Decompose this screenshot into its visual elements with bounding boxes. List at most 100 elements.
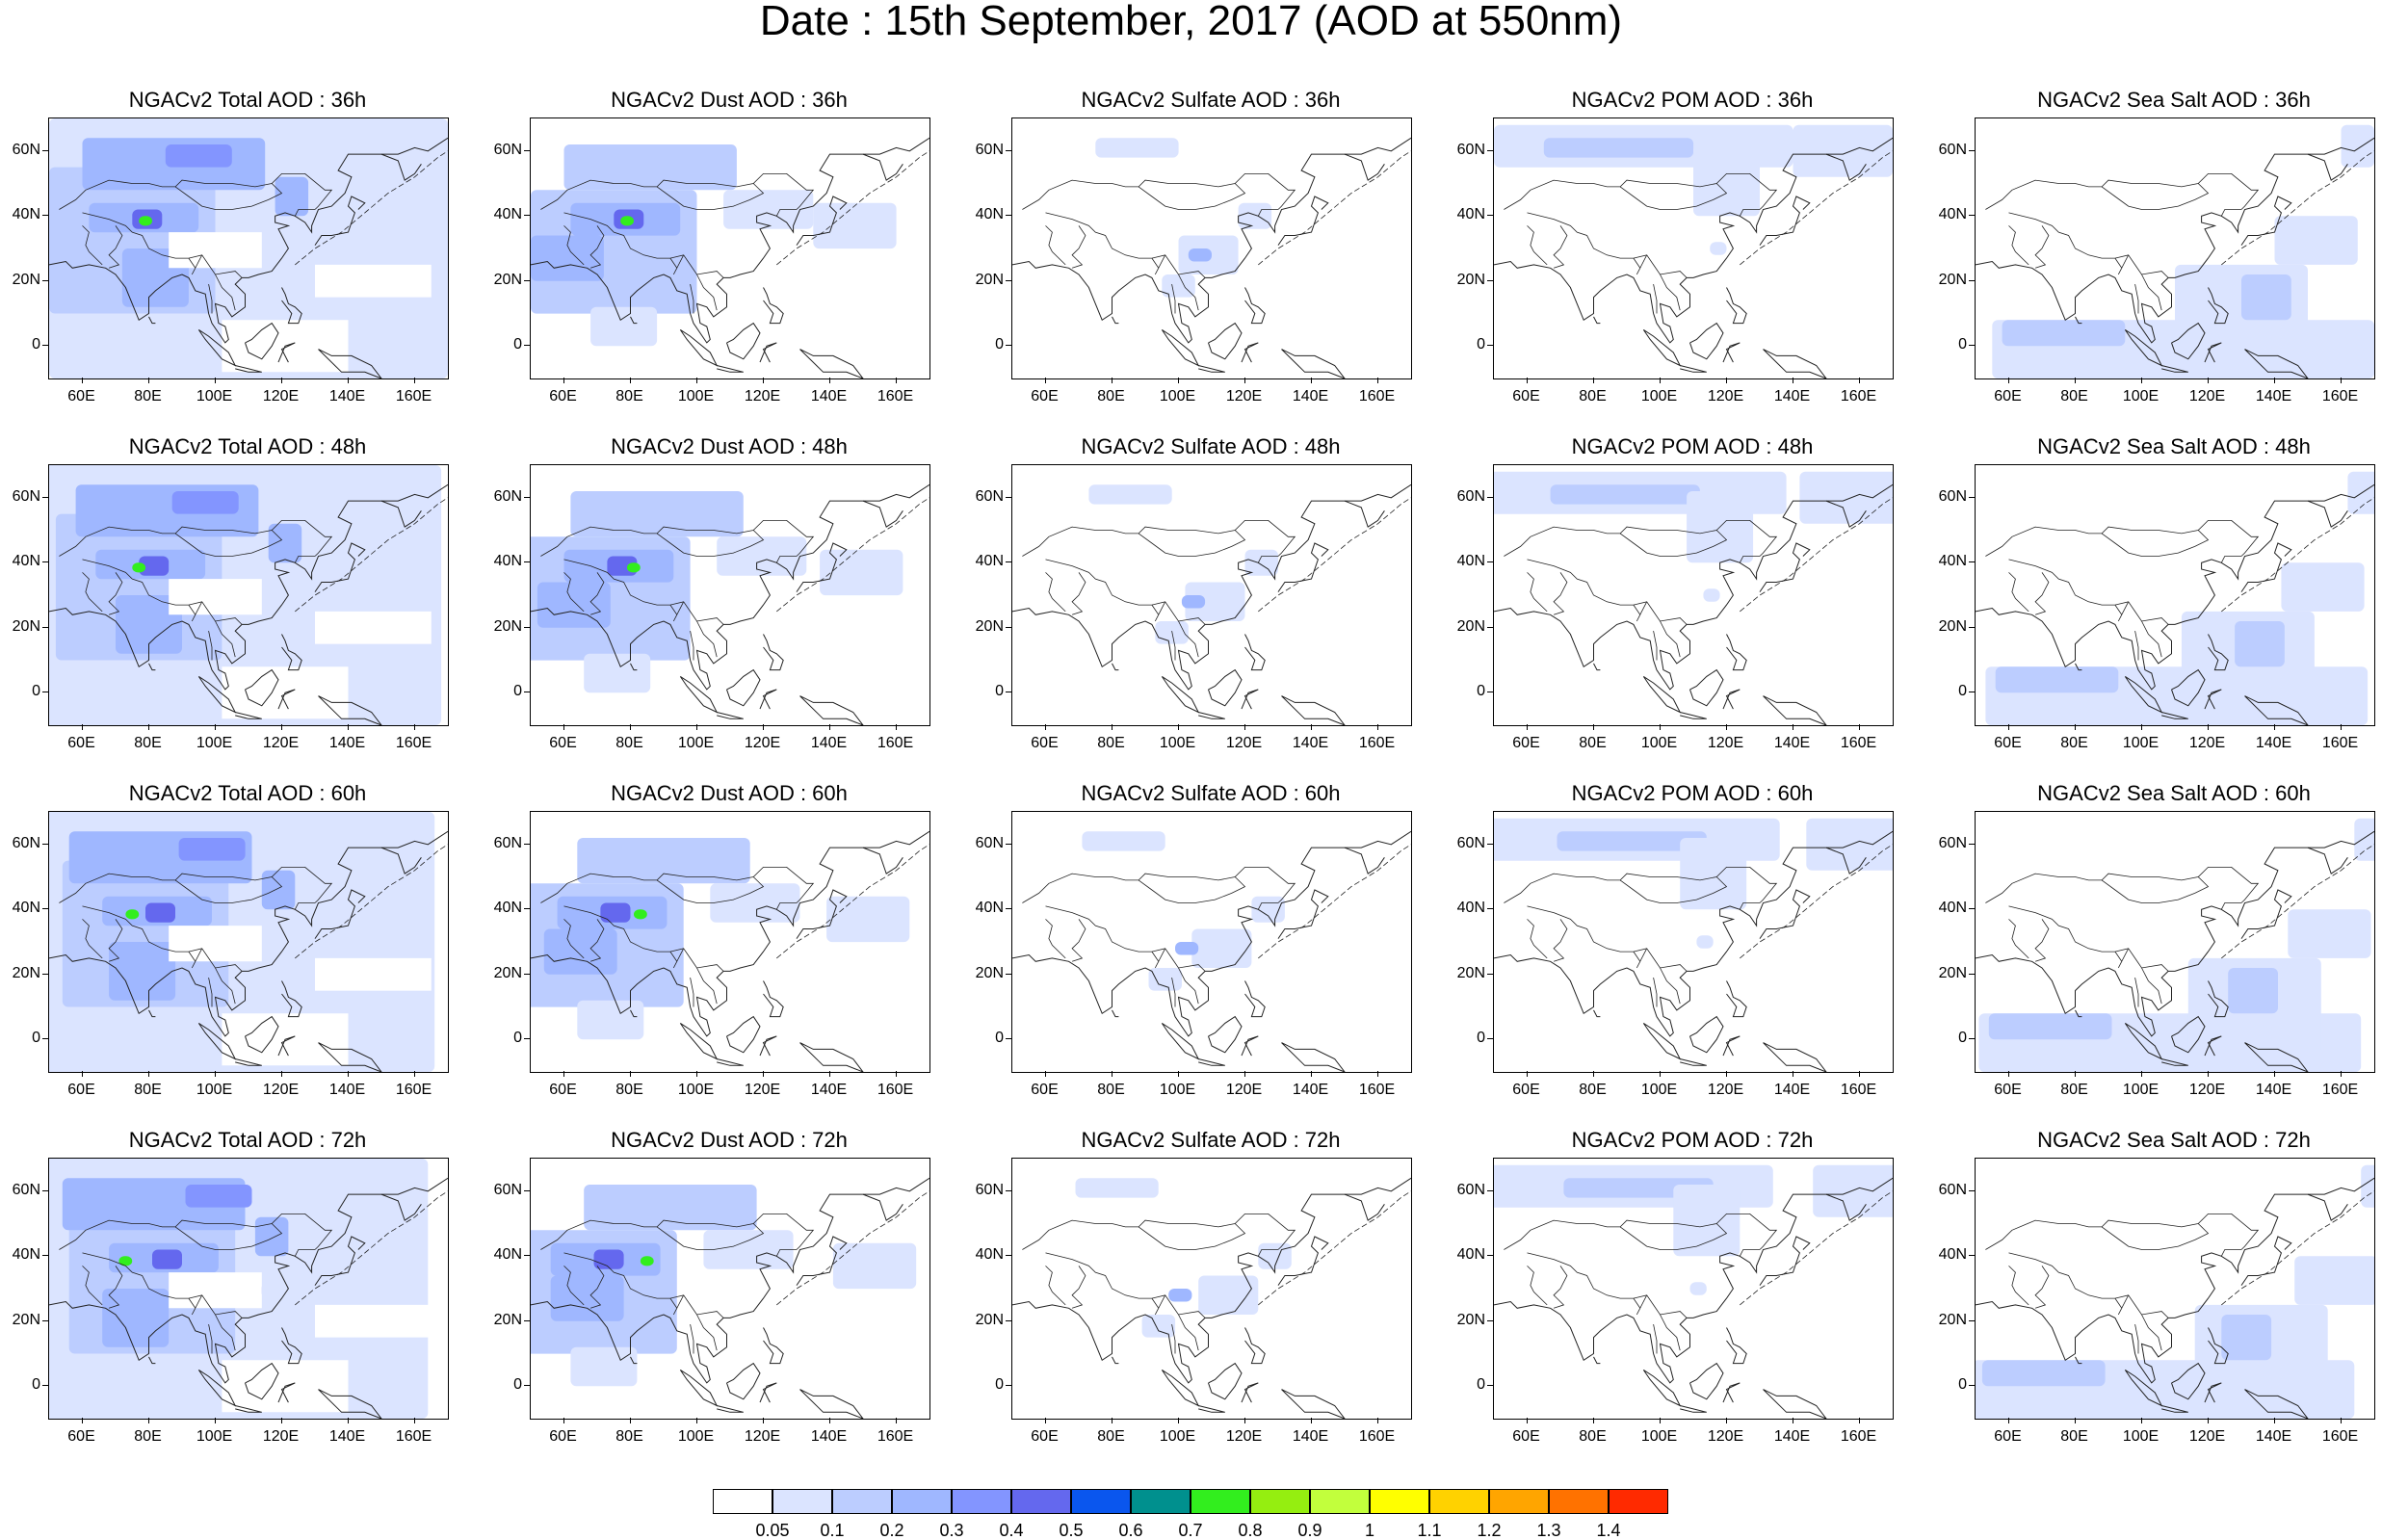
map-panel: NGACv2 Sea Salt AOD : 48h 60N 40N 20N 0 60E 80… bbox=[1926, 435, 2382, 772]
lon-label: 80E bbox=[615, 1082, 643, 1098]
dashed-line bbox=[776, 844, 929, 959]
lon-tick bbox=[1592, 378, 1594, 383]
country-border bbox=[174, 530, 283, 557]
lat-label: 0 bbox=[513, 1030, 522, 1047]
coastline bbox=[2204, 1382, 2222, 1403]
country-border bbox=[690, 978, 694, 1007]
lat-label: 40N bbox=[1456, 1246, 1485, 1264]
lon-tick bbox=[1243, 378, 1245, 383]
coastline bbox=[2161, 1058, 2188, 1066]
country-border bbox=[1022, 1214, 1296, 1250]
country-border bbox=[2220, 902, 2241, 910]
country-border bbox=[1071, 919, 1086, 962]
lat-tick bbox=[524, 1189, 530, 1191]
lon-tick bbox=[1310, 1071, 1312, 1077]
coastline bbox=[1763, 349, 1827, 378]
dashed-line bbox=[295, 1190, 448, 1306]
aod-field bbox=[537, 582, 611, 628]
panel-title: NGACv2 Sulfate AOD : 36h bbox=[1081, 88, 1341, 112]
country-border bbox=[563, 1266, 585, 1306]
colorbar-label: 1.4 bbox=[1596, 1521, 1621, 1540]
coastline bbox=[318, 349, 382, 378]
coastline bbox=[862, 847, 903, 874]
lon-tick bbox=[1592, 1418, 1594, 1423]
aod-field bbox=[1703, 588, 1720, 602]
lon-label: 80E bbox=[134, 1428, 162, 1445]
lat-label: 20N bbox=[975, 271, 1004, 288]
coastline bbox=[717, 1058, 744, 1066]
lon-label: 120E bbox=[744, 1082, 781, 1098]
lon-tick bbox=[1659, 378, 1661, 383]
map-canvas bbox=[1976, 818, 2374, 1072]
coastline bbox=[2204, 1035, 2222, 1057]
panel-title: NGACv2 Sea Salt AOD : 48h bbox=[2037, 434, 2311, 458]
clear-area bbox=[169, 232, 262, 269]
lon-tick bbox=[147, 1418, 149, 1423]
dashed-line bbox=[1258, 150, 1411, 266]
lon-label: 100E bbox=[2122, 1428, 2160, 1445]
lat-tick bbox=[524, 1038, 530, 1040]
lat-label: 0 bbox=[32, 1376, 40, 1394]
country-border bbox=[1739, 556, 1760, 563]
coastline bbox=[2307, 500, 2348, 528]
country-border bbox=[1045, 559, 1206, 625]
coastline bbox=[380, 500, 422, 528]
lon-tick bbox=[1659, 1071, 1661, 1077]
aod-field bbox=[116, 595, 182, 654]
coastline bbox=[1976, 483, 2374, 691]
coastline bbox=[531, 137, 929, 344]
country-border bbox=[2114, 254, 2130, 275]
coastline bbox=[1161, 328, 1200, 367]
coastline bbox=[2075, 316, 2082, 325]
coastline bbox=[281, 287, 302, 325]
lat-tick bbox=[1969, 215, 1975, 217]
country-border bbox=[563, 1252, 724, 1318]
panel-title: NGACv2 Total AOD : 48h bbox=[128, 434, 367, 458]
lat-tick bbox=[524, 1255, 530, 1257]
dashed-line bbox=[2221, 150, 2374, 266]
lat-tick bbox=[1969, 1319, 1975, 1321]
lon-tick bbox=[1858, 724, 1860, 730]
lon-label: 160E bbox=[1840, 1082, 1877, 1098]
map-frame bbox=[48, 117, 449, 379]
coastline bbox=[862, 500, 903, 528]
lat-label: 60N bbox=[12, 1181, 40, 1198]
aod-field bbox=[178, 838, 246, 861]
aod-field bbox=[2361, 1164, 2374, 1208]
country-border bbox=[2101, 1223, 2210, 1250]
coastline bbox=[2244, 1042, 2309, 1072]
coastline bbox=[2208, 634, 2229, 671]
lon-tick bbox=[828, 1418, 830, 1423]
country-border bbox=[775, 902, 797, 910]
aod-field bbox=[165, 144, 232, 168]
lon-label: 60E bbox=[67, 1428, 95, 1445]
aod-field bbox=[634, 909, 647, 920]
country-border bbox=[1985, 173, 2260, 210]
country-border bbox=[294, 209, 315, 217]
coastline bbox=[717, 1405, 744, 1413]
colorbar-swatch bbox=[1310, 1489, 1370, 1514]
aod-field bbox=[171, 491, 239, 514]
aod-field bbox=[563, 144, 737, 191]
country-border bbox=[690, 631, 694, 661]
coastline bbox=[1012, 1177, 1411, 1384]
coastline bbox=[799, 349, 864, 378]
clear-area bbox=[169, 1272, 262, 1309]
lon-tick bbox=[695, 724, 697, 730]
lon-label: 60E bbox=[1512, 388, 1540, 405]
coastline bbox=[1198, 365, 1225, 373]
lon-tick bbox=[2074, 1418, 2076, 1423]
colorbar-swatch bbox=[892, 1489, 952, 1514]
aod-field bbox=[2341, 124, 2374, 168]
coastline bbox=[1112, 316, 1119, 325]
aod-field bbox=[1148, 968, 1182, 991]
country-border bbox=[2101, 876, 2210, 903]
country-border bbox=[2008, 1252, 2169, 1318]
coastline bbox=[1241, 342, 1259, 363]
colorbar-swatch bbox=[1011, 1489, 1071, 1514]
coastline bbox=[277, 342, 296, 363]
coastline bbox=[763, 980, 784, 1018]
country-border bbox=[669, 601, 685, 622]
coastline bbox=[2171, 1015, 2206, 1054]
lon-tick bbox=[214, 378, 216, 383]
